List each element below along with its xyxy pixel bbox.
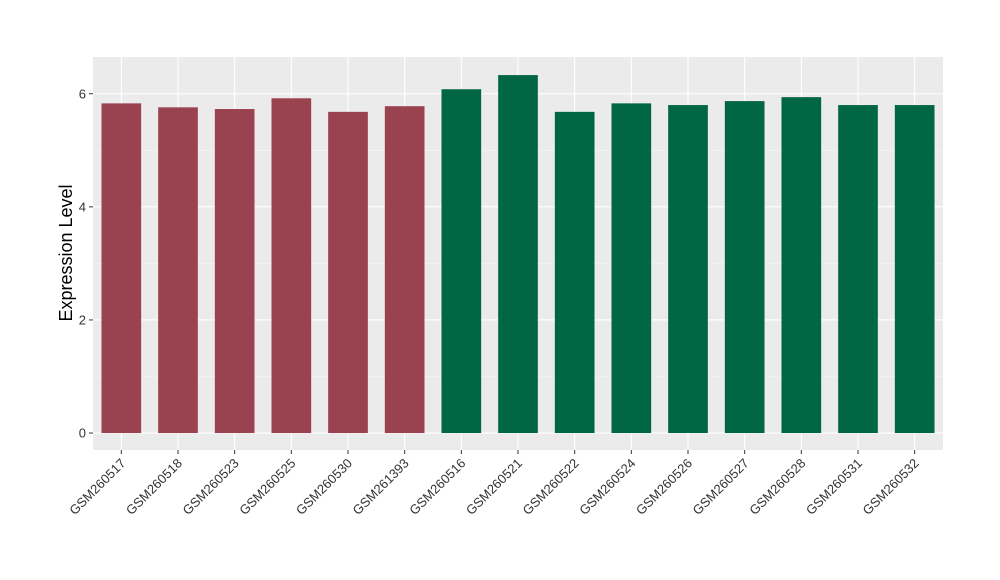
bar-gsm260528 xyxy=(781,97,822,434)
x-tick-label: GSM260526 xyxy=(633,456,695,518)
x-tick-label: GSM260516 xyxy=(406,456,468,518)
bar-gsm260524 xyxy=(611,103,652,434)
y-tick-label: 6 xyxy=(79,86,86,101)
y-tick-label: 2 xyxy=(79,312,86,327)
y-tick-label: 0 xyxy=(79,426,86,441)
x-tick-label: GSM260524 xyxy=(576,456,638,518)
bar-gsm260516 xyxy=(441,89,482,434)
y-axis-title: Expression Level xyxy=(56,184,76,321)
x-tick-label: GSM260523 xyxy=(180,456,242,518)
bar-gsm260532 xyxy=(894,105,935,434)
bar-gsm260526 xyxy=(668,105,708,434)
x-tick-label: GSM260528 xyxy=(746,456,808,518)
x-tick-label: GSM260532 xyxy=(860,456,922,518)
x-tick-label: GSM260518 xyxy=(123,456,185,518)
bar-gsm260530 xyxy=(328,111,368,434)
x-tick-label: GSM261393 xyxy=(350,456,412,518)
bar-gsm260531 xyxy=(838,105,878,434)
x-tick-label: GSM260530 xyxy=(293,456,355,518)
bar-gsm260527 xyxy=(724,101,765,434)
x-tick-label: GSM260531 xyxy=(803,456,865,518)
bar-gsm260517 xyxy=(101,103,142,434)
y-tick-label: 4 xyxy=(79,199,86,214)
bar-gsm260521 xyxy=(498,75,538,434)
y-axis: 0 2 4 6 xyxy=(79,86,93,441)
bar-gsm260523 xyxy=(214,109,255,434)
x-tick-label: GSM260522 xyxy=(520,456,582,518)
x-axis: GSM260517GSM260518GSM260523GSM260525GSM2… xyxy=(66,450,922,518)
x-tick-label: GSM260517 xyxy=(66,456,128,518)
bar-gsm261393 xyxy=(384,106,425,434)
x-tick-label: GSM260527 xyxy=(690,456,752,518)
bar-gsm260525 xyxy=(271,98,312,434)
bar-gsm260522 xyxy=(554,111,595,434)
x-tick-label: GSM260525 xyxy=(236,456,298,518)
x-tick-label: GSM260521 xyxy=(463,456,525,518)
bar-gsm260518 xyxy=(158,107,198,434)
bars xyxy=(101,75,935,434)
